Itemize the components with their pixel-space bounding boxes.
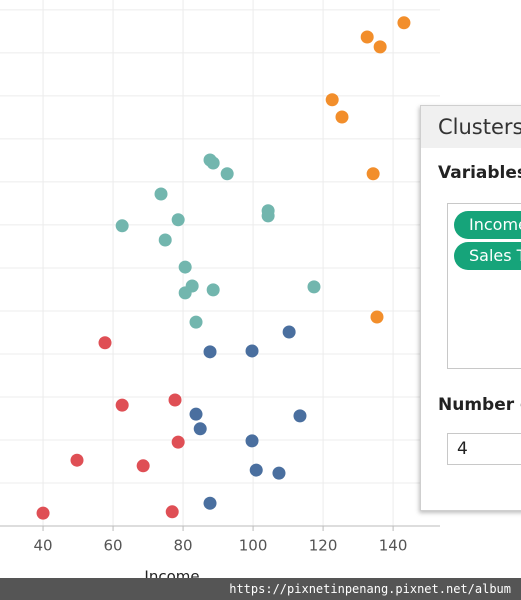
number-label: Number o [438, 395, 521, 415]
point [36, 506, 50, 520]
point [360, 30, 374, 44]
point [189, 407, 203, 421]
point [261, 209, 275, 223]
point [189, 315, 203, 329]
x-tick-label: 120 [309, 537, 338, 555]
variable-pill[interactable]: Sales T [454, 242, 521, 270]
clusters-panel: Clusters Variables Income Sales T Number… [420, 105, 521, 511]
point [171, 213, 185, 227]
x-tick-label: 60 [104, 537, 123, 555]
point [178, 286, 192, 300]
variable-pill[interactable]: Income [454, 211, 521, 239]
point [335, 110, 349, 124]
x-tick-label: 100 [239, 537, 268, 555]
point [70, 453, 84, 467]
point [307, 280, 321, 294]
point [220, 167, 234, 181]
panel-title: Clusters [421, 106, 521, 148]
x-tick-label: 80 [174, 537, 193, 555]
point [165, 505, 179, 519]
point [136, 459, 150, 473]
point [115, 219, 129, 233]
point [168, 393, 182, 407]
point [370, 310, 384, 324]
point [203, 496, 217, 510]
x-tick-label: 140 [379, 537, 408, 555]
watermark: https://pixnetinpenang.pixnet.net/album [0, 578, 521, 600]
point [206, 283, 220, 297]
point [272, 466, 286, 480]
point [154, 187, 168, 201]
point [249, 463, 263, 477]
point [206, 156, 220, 170]
point [203, 345, 217, 359]
point [366, 167, 380, 181]
point [325, 93, 339, 107]
point [397, 16, 411, 30]
variables-label: Variables [438, 163, 521, 183]
point [178, 260, 192, 274]
x-tick-label: 40 [34, 537, 53, 555]
point [282, 325, 296, 339]
variables-box: Income Sales T [447, 203, 521, 369]
point [245, 434, 259, 448]
point [158, 233, 172, 247]
point [293, 409, 307, 423]
point [193, 422, 207, 436]
point [98, 336, 112, 350]
point [373, 40, 387, 54]
point [115, 398, 129, 412]
point [171, 435, 185, 449]
number-input[interactable]: 4 [447, 433, 521, 465]
point [245, 344, 259, 358]
